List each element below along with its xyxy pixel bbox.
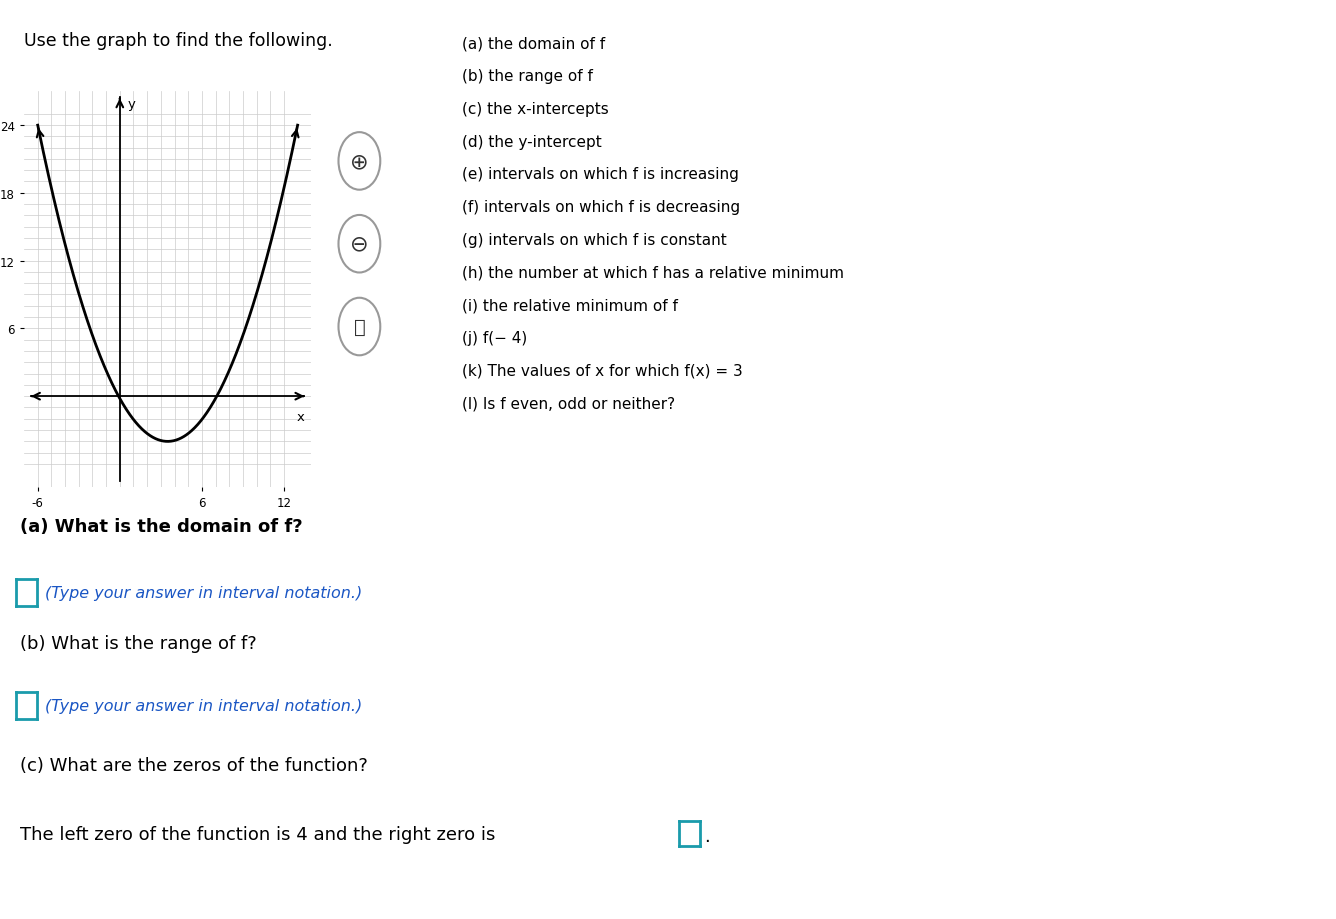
Text: (a) What is the domain of f?: (a) What is the domain of f? [20, 517, 303, 536]
Text: (Type your answer in interval notation.): (Type your answer in interval notation.) [45, 698, 362, 713]
Text: (k) The values of x for which f(x) = 3: (k) The values of x for which f(x) = 3 [462, 363, 743, 378]
Text: (j) f(− 4): (j) f(− 4) [462, 330, 528, 346]
Text: (Type your answer in interval notation.): (Type your answer in interval notation.) [45, 585, 362, 600]
Text: y: y [128, 97, 136, 110]
Text: (c) the x-intercepts: (c) the x-intercepts [462, 102, 609, 117]
Text: x: x [297, 410, 305, 424]
Text: ⊕: ⊕ [350, 152, 369, 172]
Text: (b) the range of f: (b) the range of f [462, 70, 593, 85]
Text: Use the graph to find the following.: Use the graph to find the following. [24, 32, 333, 51]
Text: (c) What are the zeros of the function?: (c) What are the zeros of the function? [20, 756, 367, 775]
Text: (i) the relative minimum of f: (i) the relative minimum of f [462, 298, 679, 312]
Text: (b) What is the range of f?: (b) What is the range of f? [20, 634, 257, 652]
Text: (f) intervals on which f is decreasing: (f) intervals on which f is decreasing [462, 200, 740, 215]
Text: The left zero of the function is 4 and the right zero is: The left zero of the function is 4 and t… [20, 825, 496, 844]
Text: (d) the y-intercept: (d) the y-intercept [462, 135, 603, 150]
Text: ⊖: ⊖ [350, 234, 369, 255]
Text: (l) Is f even, odd or neither?: (l) Is f even, odd or neither? [462, 395, 676, 411]
Text: (g) intervals on which f is constant: (g) intervals on which f is constant [462, 233, 727, 247]
Text: (e) intervals on which f is increasing: (e) intervals on which f is increasing [462, 167, 739, 182]
Text: (h) the number at which f has a relative minimum: (h) the number at which f has a relative… [462, 265, 844, 280]
Text: ⧉: ⧉ [354, 318, 365, 336]
Text: (a) the domain of f: (a) the domain of f [462, 37, 605, 51]
Text: .: . [704, 827, 709, 845]
